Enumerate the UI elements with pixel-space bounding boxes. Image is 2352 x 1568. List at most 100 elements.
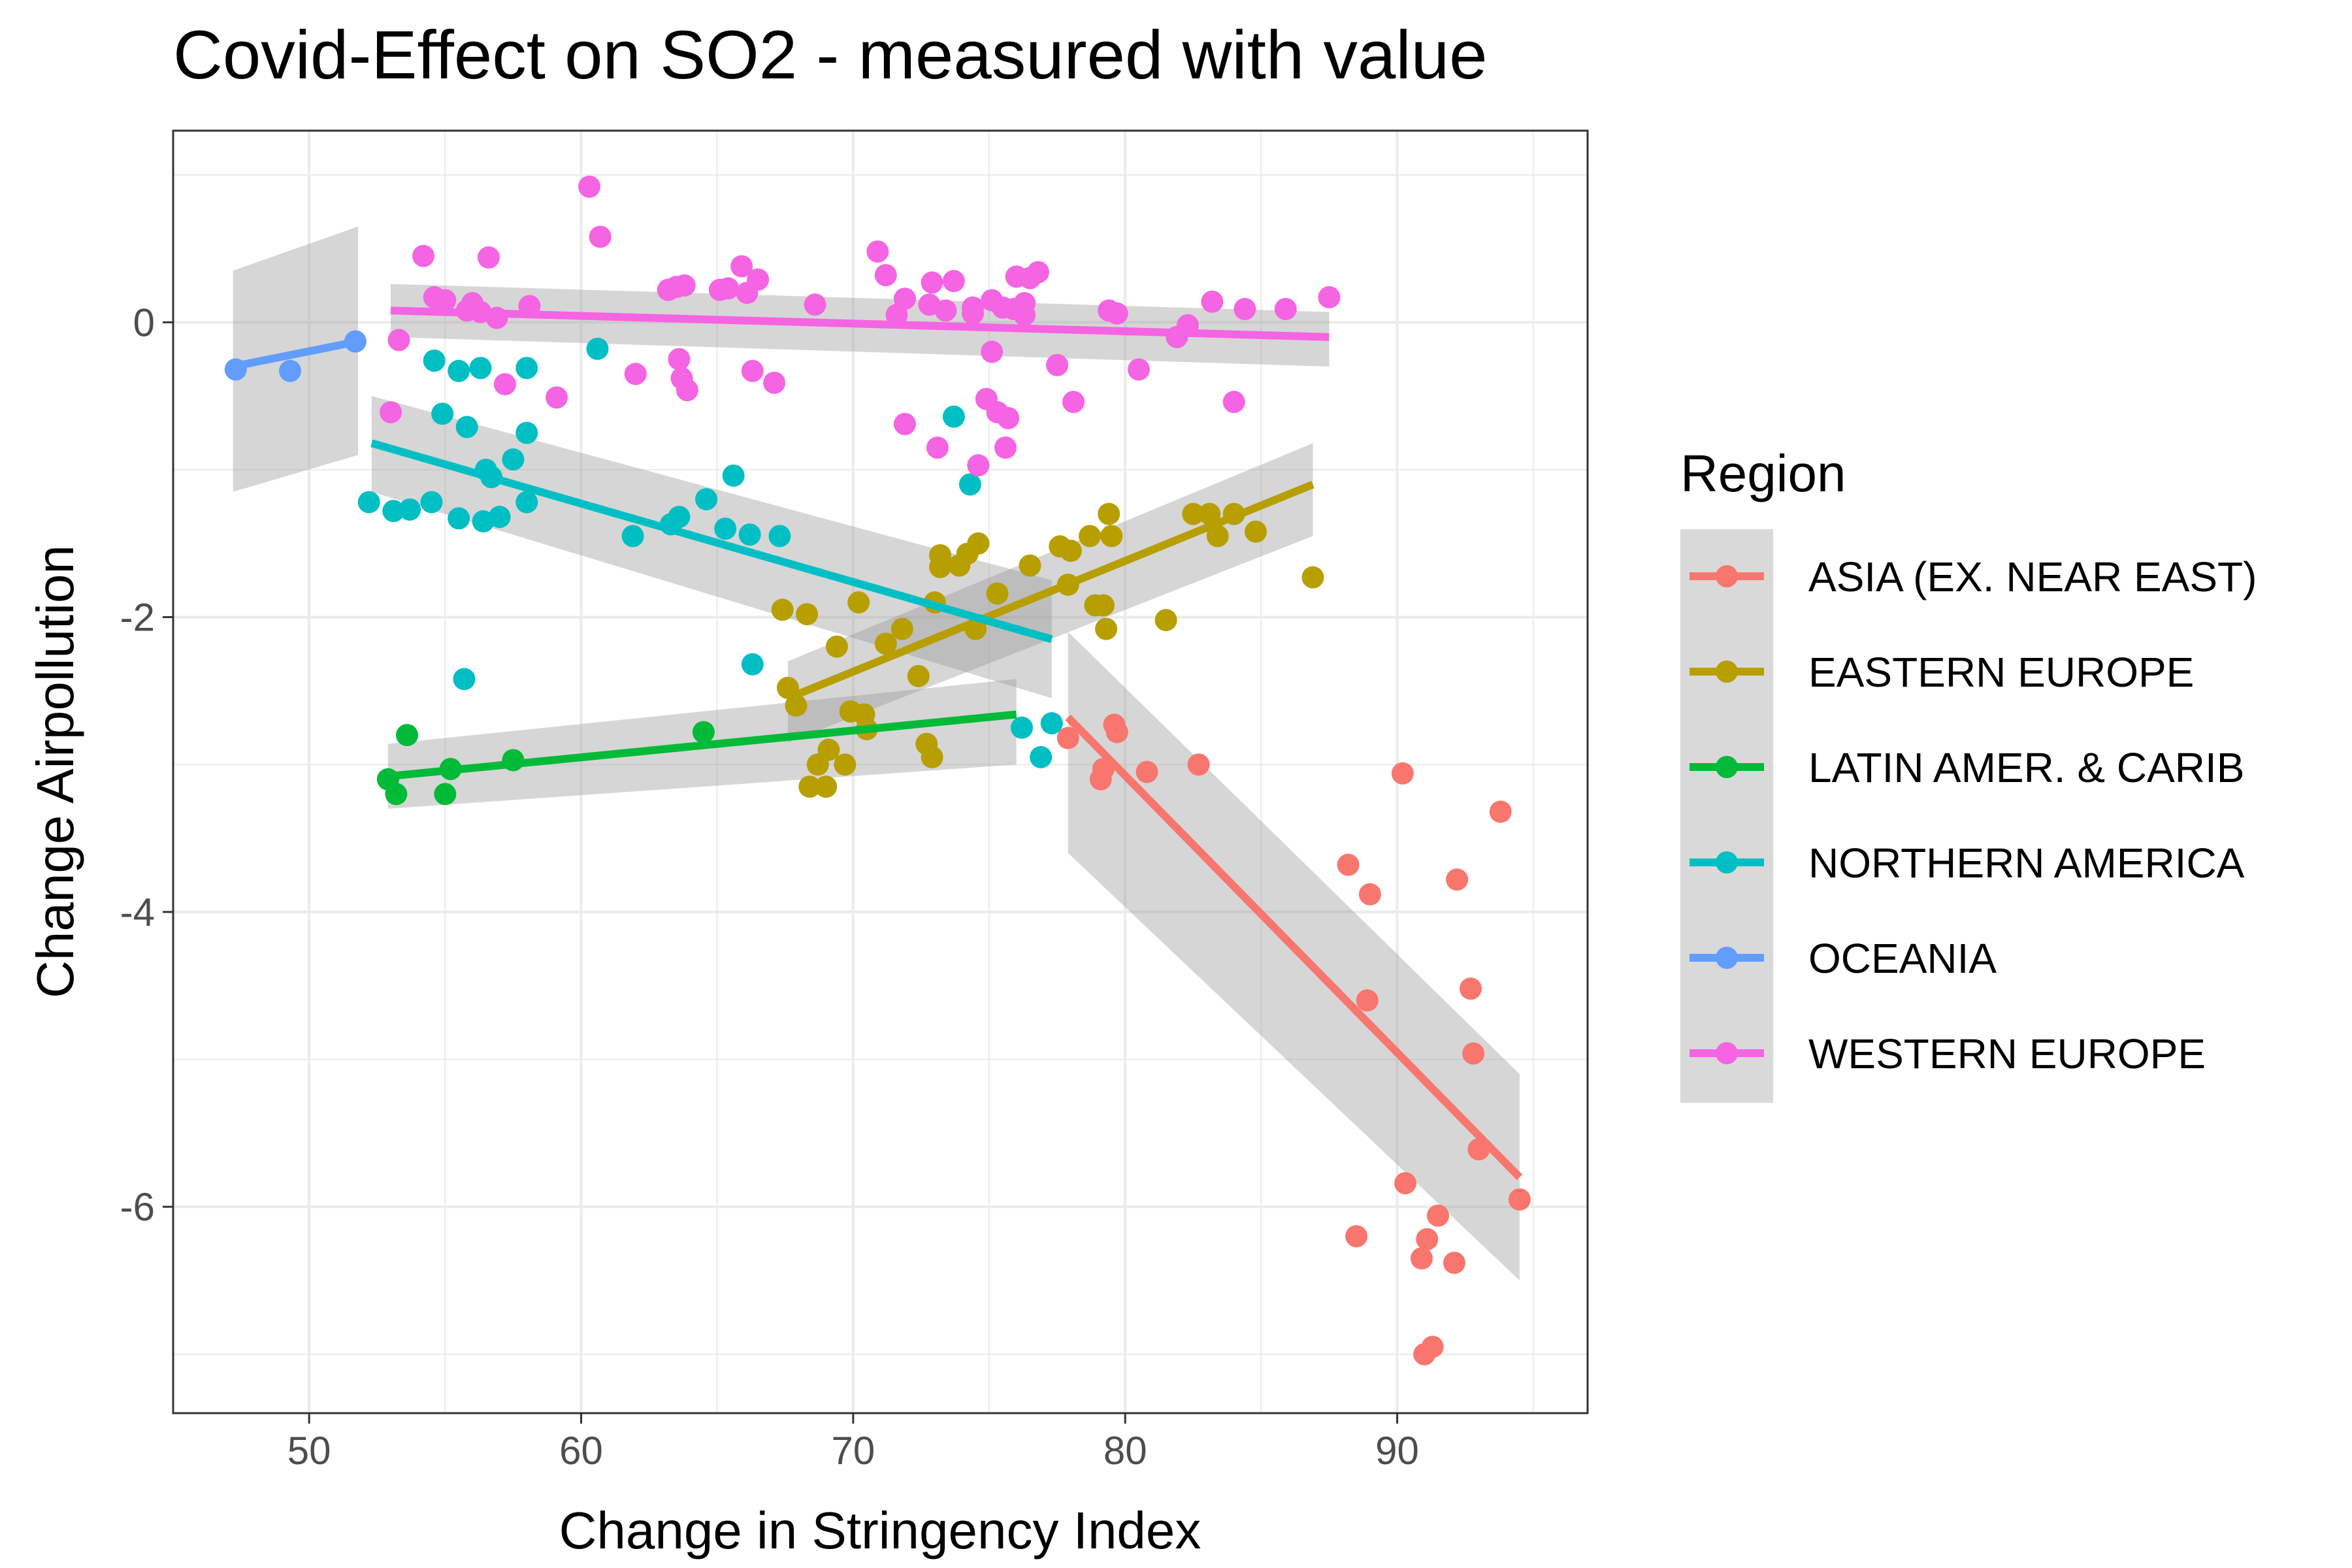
- point-northern-america: [621, 525, 644, 547]
- point-northern-america: [357, 491, 380, 514]
- fit-lines: [232, 306, 1523, 1181]
- fit-line-eastern-europe: [786, 480, 1315, 702]
- point-western-europe: [994, 436, 1017, 459]
- point-northern-america: [515, 357, 538, 380]
- point-asia-ex-near-east: [1459, 977, 1482, 1000]
- point-northern-america: [420, 491, 443, 514]
- point-western-europe: [717, 277, 740, 300]
- point-eastern-europe: [874, 632, 897, 655]
- plot-border: [172, 129, 1589, 1414]
- point-eastern-europe: [1100, 525, 1123, 547]
- point-western-europe: [380, 400, 402, 423]
- point-latin-amer-carib: [434, 783, 457, 806]
- point-northern-america: [399, 498, 421, 521]
- point-western-europe: [1013, 304, 1036, 327]
- point-eastern-europe: [1095, 617, 1118, 640]
- point-eastern-europe: [890, 617, 913, 640]
- point-northern-america: [488, 506, 511, 529]
- point-northern-america: [515, 491, 538, 514]
- point-asia-ex-near-east: [1446, 868, 1469, 891]
- point-northern-america: [1030, 745, 1053, 768]
- point-asia-ex-near-east: [1462, 1042, 1485, 1065]
- point-latin-amer-carib: [385, 783, 408, 806]
- point-northern-america: [455, 416, 478, 438]
- point-northern-america: [768, 525, 791, 547]
- point-northern-america: [722, 464, 745, 487]
- legend-label: EASTERN EUROPE: [1808, 649, 2194, 696]
- point-northern-america: [382, 500, 405, 523]
- point-asia-ex-near-east: [1358, 883, 1381, 906]
- point-western-europe: [493, 373, 516, 396]
- point-eastern-europe: [1301, 566, 1324, 589]
- point-northern-america: [738, 523, 761, 546]
- legend-label: NORTHERN AMERICA: [1808, 840, 2245, 887]
- point-northern-america: [502, 448, 525, 471]
- point-western-europe: [1274, 298, 1297, 321]
- point-western-europe: [1105, 302, 1128, 325]
- legend-key-point: [1716, 947, 1738, 969]
- point-northern-america: [515, 421, 538, 444]
- y-tick-label: -4: [120, 890, 155, 934]
- y-tick-label: 0: [133, 301, 155, 344]
- point-western-europe: [412, 244, 435, 267]
- point-asia-ex-near-east: [1056, 727, 1079, 749]
- legend-item-latin-amer-carib: LATIN AMER. & CARIB: [1690, 744, 2244, 791]
- point-asia-ex-near-east: [1135, 760, 1158, 783]
- point-western-europe: [434, 289, 457, 312]
- point-western-europe: [546, 386, 568, 409]
- point-western-europe: [962, 302, 985, 325]
- point-western-europe: [624, 363, 647, 385]
- point-eastern-europe: [1019, 554, 1041, 577]
- y-tick-label: -2: [120, 596, 155, 640]
- point-northern-america: [431, 402, 454, 425]
- point-eastern-europe: [986, 582, 1009, 605]
- point-western-europe: [676, 379, 698, 402]
- point-northern-america: [448, 507, 470, 530]
- point-asia-ex-near-east: [1416, 1228, 1439, 1250]
- point-asia-ex-near-east: [1356, 989, 1379, 1012]
- point-eastern-europe: [847, 591, 870, 614]
- point-eastern-europe: [798, 776, 821, 798]
- point-western-europe: [1318, 286, 1341, 308]
- point-western-europe: [874, 264, 897, 287]
- legend-item-asia-ex-near-east: ASIA (EX. NEAR EAST): [1690, 553, 2257, 600]
- legend-label: WESTERN EUROPE: [1808, 1030, 2206, 1077]
- point-eastern-europe: [1206, 525, 1229, 547]
- point-western-europe: [668, 348, 691, 370]
- point-western-europe: [673, 274, 696, 297]
- point-northern-america: [448, 359, 470, 382]
- point-northern-america: [1040, 712, 1063, 735]
- x-tick-label: 90: [1375, 1429, 1419, 1473]
- point-northern-america: [586, 337, 609, 360]
- point-eastern-europe: [825, 635, 848, 658]
- point-eastern-europe: [817, 738, 840, 761]
- point-northern-america: [668, 506, 691, 529]
- point-oceania: [279, 359, 302, 382]
- point-eastern-europe: [1198, 502, 1221, 525]
- point-asia-ex-near-east: [1421, 1335, 1444, 1358]
- legend-title: Region: [1680, 444, 1846, 502]
- point-eastern-europe: [1245, 520, 1267, 543]
- point-western-europe: [1026, 261, 1049, 284]
- point-eastern-europe: [1182, 502, 1205, 525]
- point-asia-ex-near-east: [1443, 1251, 1465, 1274]
- fit-line-oceania: [232, 337, 359, 370]
- y-tick-label: -6: [120, 1185, 155, 1229]
- legend-item-oceania: OCEANIA: [1690, 935, 1997, 982]
- point-eastern-europe: [1059, 540, 1082, 563]
- point-eastern-europe: [1079, 525, 1102, 547]
- point-western-europe: [763, 371, 786, 394]
- point-western-europe: [866, 240, 889, 263]
- point-western-europe: [477, 246, 500, 269]
- point-eastern-europe: [967, 532, 990, 555]
- point-western-europe: [921, 271, 943, 294]
- legend-key-point: [1716, 756, 1738, 778]
- fit-line-western-europe: [390, 306, 1330, 341]
- point-asia-ex-near-east: [1345, 1225, 1368, 1248]
- point-northern-america: [741, 653, 764, 676]
- point-eastern-europe: [771, 598, 794, 621]
- legend-label: ASIA (EX. NEAR EAST): [1808, 553, 2257, 600]
- ci-ribbon-northern-america: [371, 396, 1052, 698]
- point-western-europe: [981, 340, 1004, 363]
